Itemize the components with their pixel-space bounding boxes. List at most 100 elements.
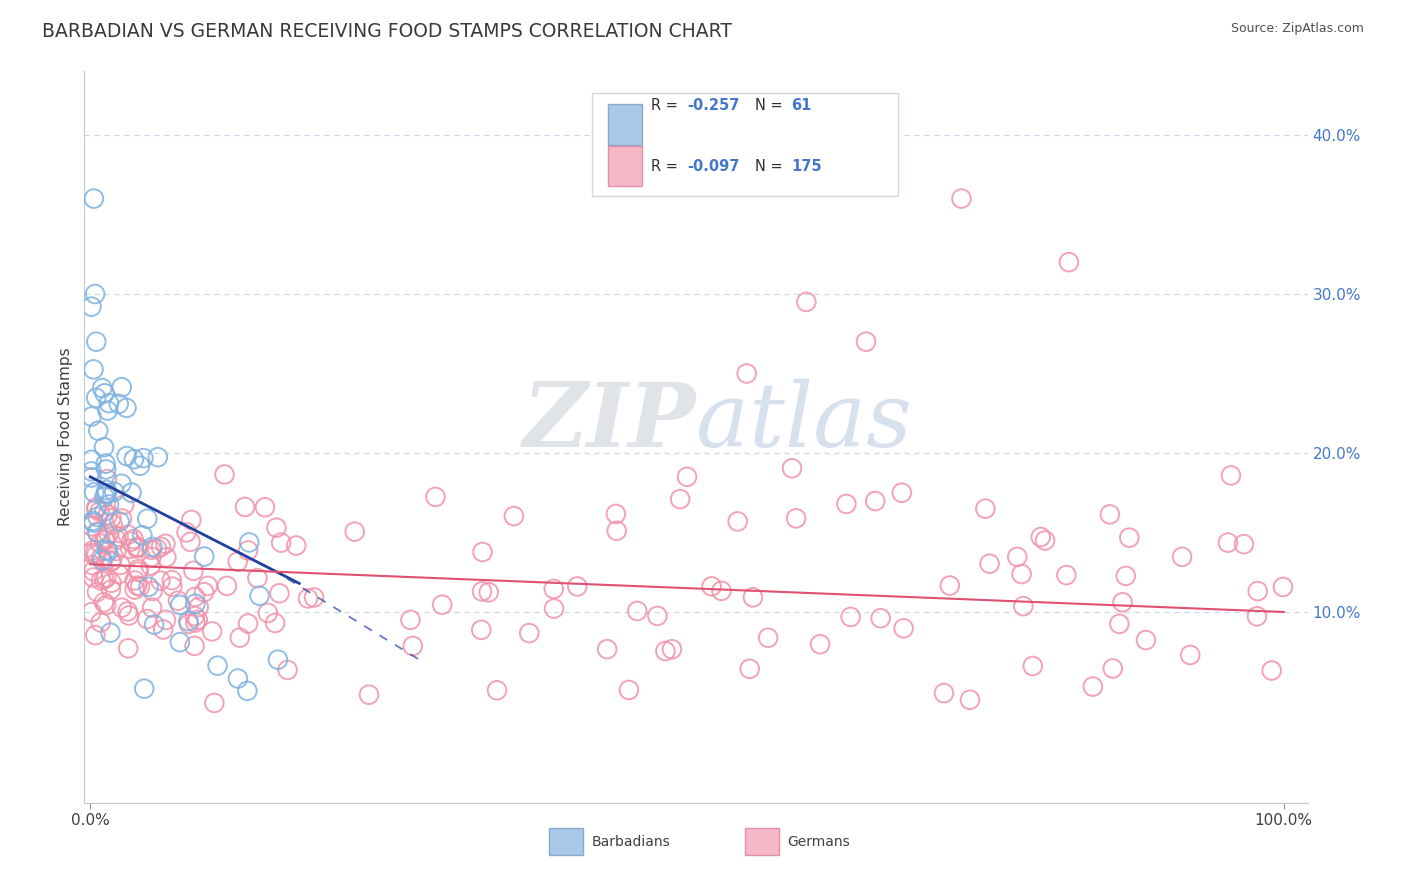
Point bbox=[103, 484, 125, 499]
Point bbox=[93, 573, 115, 587]
Point bbox=[869, 611, 891, 625]
Point bbox=[89, 505, 111, 519]
Point bbox=[959, 692, 981, 706]
Point bbox=[139, 558, 162, 573]
Point bbox=[229, 631, 252, 645]
Point bbox=[890, 485, 912, 500]
Point bbox=[155, 537, 177, 551]
Point bbox=[399, 613, 422, 627]
Point bbox=[80, 605, 103, 619]
Point bbox=[127, 540, 149, 554]
Point bbox=[738, 662, 761, 676]
Point bbox=[107, 530, 129, 544]
Bar bbox=[607, 104, 643, 145]
Point bbox=[107, 567, 129, 582]
Point bbox=[502, 509, 524, 524]
Point bbox=[117, 641, 139, 656]
Point bbox=[808, 637, 831, 651]
Point bbox=[94, 598, 117, 612]
Point bbox=[785, 511, 807, 525]
Point bbox=[124, 574, 146, 588]
Point bbox=[98, 625, 121, 640]
Point bbox=[115, 401, 138, 415]
Point bbox=[82, 570, 104, 584]
Point bbox=[201, 624, 224, 639]
Point bbox=[238, 535, 260, 549]
Point bbox=[97, 526, 120, 541]
Point bbox=[141, 542, 163, 557]
Point bbox=[122, 452, 145, 467]
Point bbox=[207, 658, 229, 673]
Point bbox=[267, 653, 290, 667]
Point bbox=[471, 545, 494, 559]
Point bbox=[131, 528, 153, 542]
Point bbox=[236, 616, 259, 631]
Point bbox=[177, 616, 200, 631]
Point bbox=[1101, 661, 1123, 675]
Point bbox=[167, 593, 190, 607]
Point bbox=[90, 615, 112, 630]
Point bbox=[97, 396, 120, 410]
Text: Source: ZipAtlas.com: Source: ZipAtlas.com bbox=[1230, 22, 1364, 36]
Point bbox=[86, 585, 108, 599]
Point bbox=[233, 500, 256, 514]
Bar bbox=[550, 828, 583, 855]
Point bbox=[605, 507, 627, 521]
Point bbox=[266, 521, 288, 535]
Point bbox=[141, 540, 163, 554]
Point bbox=[80, 519, 103, 533]
Point bbox=[105, 533, 128, 547]
Point bbox=[246, 571, 269, 585]
Point bbox=[93, 504, 115, 518]
Point bbox=[471, 584, 494, 599]
Point bbox=[93, 595, 115, 609]
Point bbox=[264, 615, 287, 630]
Point bbox=[197, 579, 219, 593]
Point bbox=[134, 681, 156, 696]
Point bbox=[1118, 531, 1140, 545]
Text: 61: 61 bbox=[792, 98, 811, 113]
Point bbox=[146, 450, 169, 465]
Point bbox=[84, 502, 107, 516]
Point bbox=[93, 440, 115, 454]
Point bbox=[146, 541, 169, 556]
Point bbox=[184, 609, 207, 624]
Point bbox=[950, 192, 973, 206]
Point bbox=[654, 644, 676, 658]
Point bbox=[82, 564, 104, 578]
Point bbox=[101, 553, 124, 567]
Text: ZIP: ZIP bbox=[523, 379, 696, 466]
Point bbox=[149, 574, 172, 588]
Point bbox=[430, 598, 453, 612]
Text: R =: R = bbox=[651, 98, 682, 113]
Point bbox=[138, 580, 160, 594]
Point bbox=[1216, 535, 1239, 549]
Point bbox=[107, 397, 129, 411]
Bar bbox=[607, 146, 643, 186]
Point bbox=[87, 424, 110, 438]
Point bbox=[626, 604, 648, 618]
Point bbox=[111, 600, 134, 615]
Point bbox=[270, 535, 292, 549]
Point bbox=[117, 604, 139, 618]
Point bbox=[179, 534, 201, 549]
Point bbox=[742, 591, 765, 605]
Point bbox=[1022, 659, 1045, 673]
Point bbox=[193, 585, 215, 599]
Point bbox=[90, 550, 112, 565]
Point bbox=[91, 381, 114, 395]
Point bbox=[96, 472, 118, 486]
Point bbox=[122, 532, 145, 546]
Point bbox=[180, 513, 202, 527]
Point bbox=[143, 617, 166, 632]
Point bbox=[100, 575, 122, 590]
Point bbox=[647, 608, 669, 623]
Point bbox=[661, 642, 683, 657]
Point bbox=[1246, 609, 1268, 624]
Point bbox=[939, 578, 962, 592]
Point bbox=[136, 612, 159, 626]
Point bbox=[425, 490, 447, 504]
Text: R =: R = bbox=[651, 159, 682, 174]
Point bbox=[90, 574, 112, 588]
Point bbox=[855, 334, 877, 349]
